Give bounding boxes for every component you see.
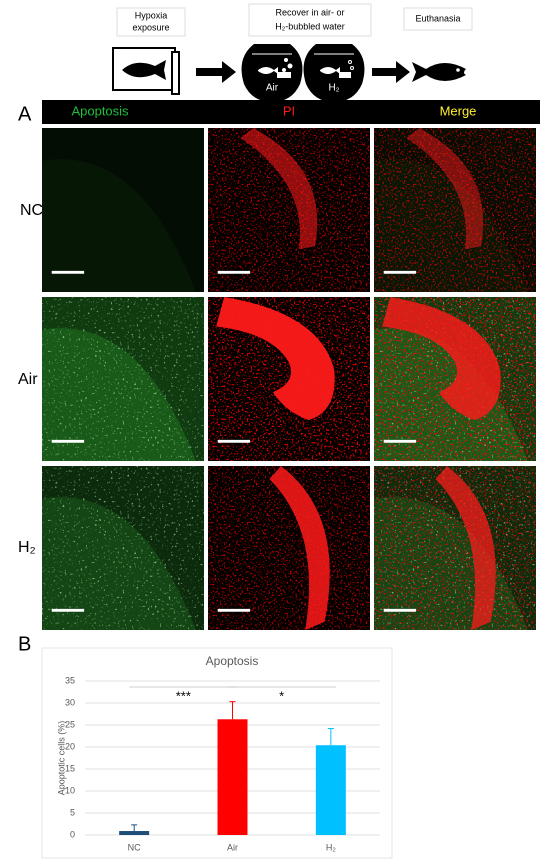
micrograph — [374, 466, 536, 630]
y-tick-label: 0 — [70, 829, 75, 839]
bar — [315, 745, 346, 835]
micrograph — [208, 128, 370, 292]
y-tick-label: 10 — [65, 785, 75, 795]
micrograph — [42, 128, 204, 292]
tank-icon — [112, 47, 180, 95]
panel-label: A — [18, 103, 32, 125]
step-text: Hypoxia — [135, 10, 168, 20]
red-band — [269, 466, 330, 630]
red-band — [240, 128, 318, 250]
red-band — [216, 297, 335, 420]
bar — [217, 719, 248, 835]
green-speckle — [42, 466, 204, 630]
micrograph — [374, 128, 536, 292]
x-tick-label: Air — [227, 842, 238, 852]
significance-label: * — [279, 688, 284, 703]
step-text: Recover in air- or — [275, 7, 344, 17]
red-band — [406, 128, 484, 250]
y-tick-label: 20 — [65, 741, 75, 751]
column-header: Merge — [440, 103, 477, 118]
step-text: Euthanasia — [415, 13, 460, 23]
bowl-icon — [241, 44, 303, 102]
y-tick-label: 35 — [65, 675, 75, 685]
micrograph — [42, 466, 204, 630]
y-tick-label: 15 — [65, 763, 75, 773]
significance-label: *** — [176, 688, 191, 703]
background — [42, 128, 204, 292]
micrograph — [42, 297, 204, 461]
header-bar — [42, 100, 540, 124]
y-tick-label: 25 — [65, 719, 75, 729]
panel-label: B — [18, 633, 31, 655]
x-tick-label: H₂ — [326, 842, 336, 852]
step-box — [248, 3, 372, 37]
row-label: H₂ — [18, 539, 36, 556]
micrograph — [374, 297, 536, 461]
y-tick-label: 30 — [65, 697, 75, 707]
red-speckle — [208, 128, 370, 292]
arrow — [196, 61, 236, 83]
step-box — [403, 7, 473, 31]
row-label: Air — [18, 371, 38, 388]
bowl-icon — [303, 44, 365, 102]
micrograph — [208, 297, 370, 461]
y-axis-label: Apoptotic cells (%) — [56, 721, 66, 796]
step-box — [116, 7, 186, 37]
y-tick-label: 5 — [70, 807, 75, 817]
fish-icon — [412, 62, 466, 82]
micrograph — [208, 466, 370, 630]
red-band — [382, 297, 501, 420]
column-header: PI — [283, 103, 295, 118]
step-text: exposure — [132, 22, 169, 32]
green-stain — [42, 128, 204, 292]
green-tissue — [42, 159, 196, 292]
chart-title: Apoptosis — [206, 654, 259, 668]
bowl-label: Air — [266, 83, 279, 94]
x-tick-label: NC — [128, 842, 141, 852]
red-speckle — [374, 128, 536, 292]
green-speckle — [42, 297, 204, 461]
step-text: H₂-bubbled water — [275, 21, 345, 31]
bar — [119, 831, 150, 835]
row-label: NC — [20, 202, 43, 219]
arrow — [372, 61, 410, 83]
column-header: Apoptosis — [71, 103, 129, 118]
bowl-label: H₂ — [328, 83, 339, 94]
red-band — [435, 466, 496, 630]
